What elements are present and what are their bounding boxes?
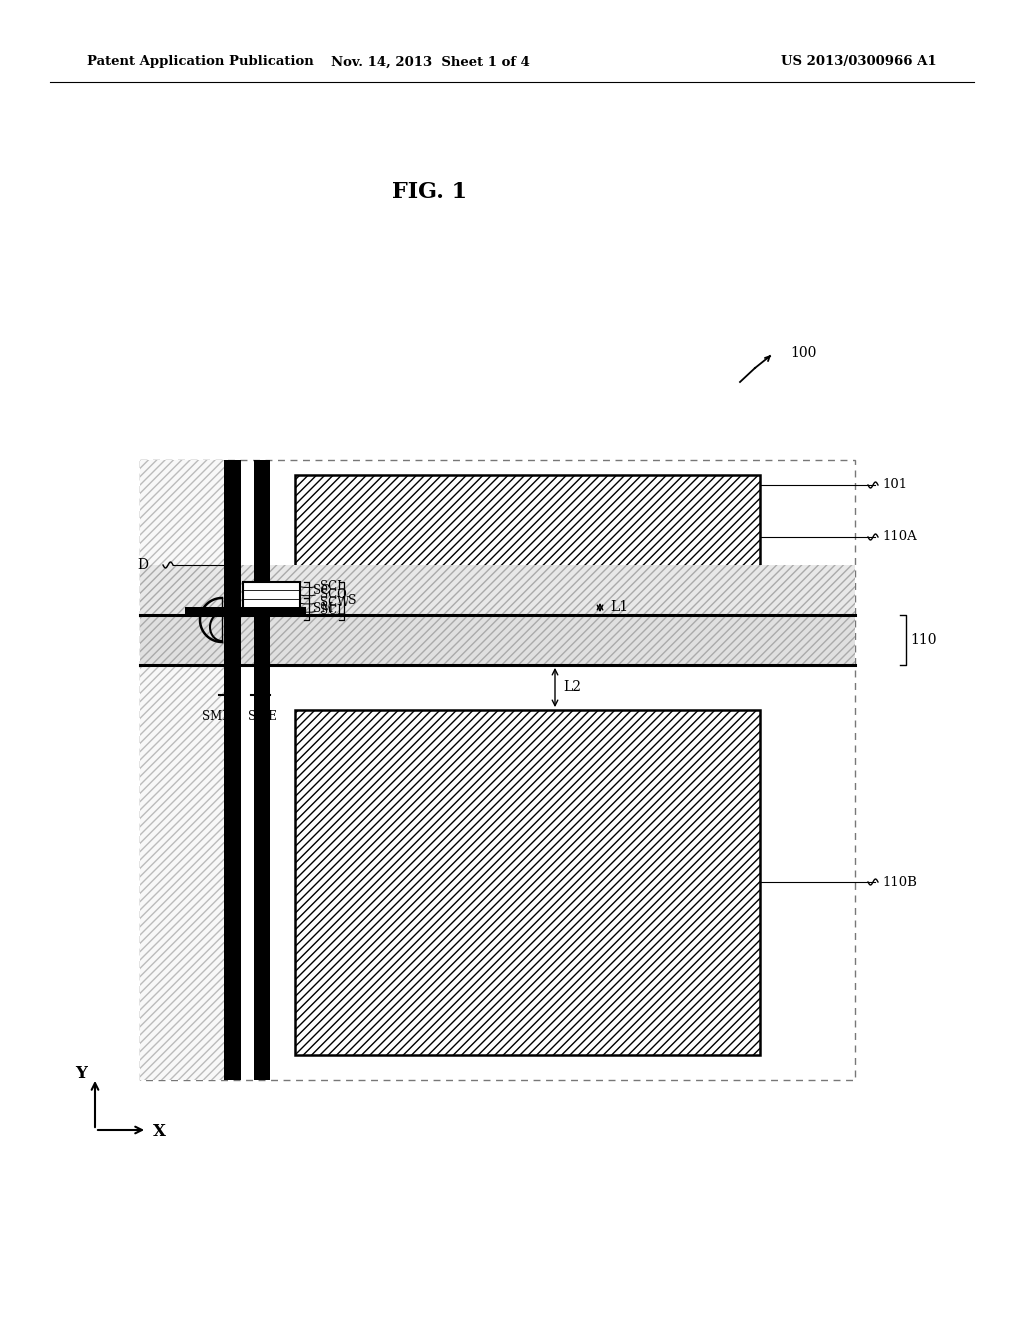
Text: SCL: SCL <box>319 605 345 618</box>
Text: SCW: SCW <box>319 597 349 609</box>
Bar <box>140 615 855 665</box>
Text: 110B: 110B <box>882 875 916 888</box>
Text: 101: 101 <box>882 479 907 491</box>
Text: L2: L2 <box>563 680 581 694</box>
Text: D: D <box>137 558 148 572</box>
Bar <box>140 459 855 1080</box>
Text: X: X <box>153 1123 166 1140</box>
Text: S: S <box>348 594 356 607</box>
Bar <box>243 582 300 615</box>
Text: SME: SME <box>202 710 230 723</box>
Bar <box>295 710 760 1055</box>
Text: SCL: SCL <box>319 579 345 593</box>
Text: SCO: SCO <box>319 587 347 601</box>
Text: L1: L1 <box>610 601 628 614</box>
Text: SM: SM <box>313 602 333 615</box>
Text: SME: SME <box>248 710 276 723</box>
Bar <box>222 609 305 615</box>
Text: Y: Y <box>75 1065 87 1082</box>
Bar <box>185 607 305 615</box>
Text: 110A: 110A <box>882 531 916 544</box>
Text: W: W <box>226 627 238 636</box>
Text: Nov. 14, 2013  Sheet 1 of 4: Nov. 14, 2013 Sheet 1 of 4 <box>331 55 529 69</box>
Text: 110: 110 <box>910 634 937 647</box>
Bar <box>254 459 270 1080</box>
Text: US 2013/0300966 A1: US 2013/0300966 A1 <box>781 55 937 69</box>
Bar <box>140 459 224 1080</box>
Bar <box>295 475 760 601</box>
Bar <box>224 459 241 1080</box>
Text: Patent Application Publication: Patent Application Publication <box>87 55 313 69</box>
Text: 100: 100 <box>790 346 816 360</box>
Bar <box>140 565 855 615</box>
Text: SC: SC <box>313 583 330 597</box>
Text: FIG. 1: FIG. 1 <box>392 181 468 203</box>
